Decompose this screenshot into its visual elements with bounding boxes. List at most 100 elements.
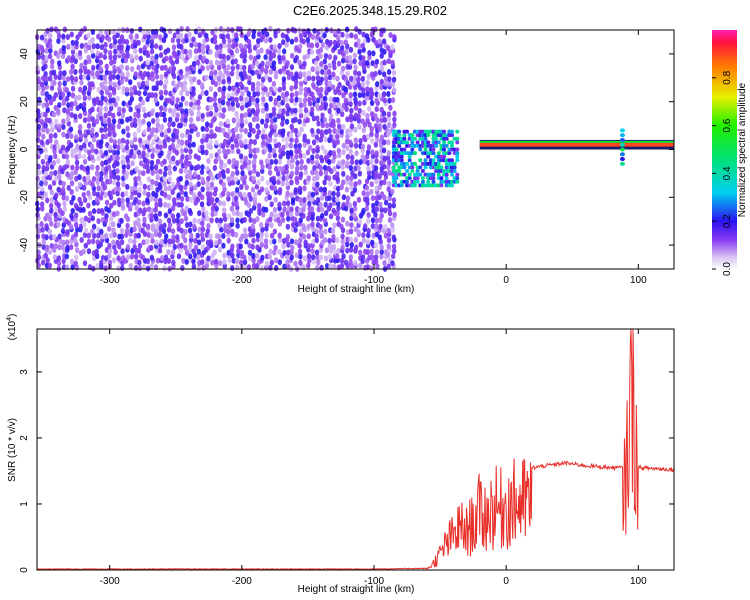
spectrogram-cell — [391, 69, 397, 76]
spectrogram-cell — [106, 36, 112, 43]
spectrogram-cell — [302, 60, 307, 67]
spectrogram-cell — [277, 232, 282, 239]
spectrogram-cell — [185, 26, 190, 33]
spectrogram-cell — [260, 226, 265, 233]
spectrogram-cell — [328, 149, 333, 156]
spectrogram-cell — [273, 213, 279, 220]
spectrogram-cell — [343, 39, 349, 46]
spectrogram-cell — [235, 121, 241, 128]
spectrogram-cell — [385, 154, 391, 161]
spectrogram-cell — [303, 169, 309, 176]
spectrogram-cell — [189, 41, 194, 48]
spectrogram-cell — [364, 33, 370, 40]
spectrogram-cell — [166, 97, 172, 104]
spectrogram-cell — [374, 58, 380, 65]
spectrogram-cell — [326, 165, 332, 172]
spectrogram-cell — [149, 48, 155, 55]
spectrogram-cell — [247, 107, 252, 114]
spectrogram-cell — [218, 121, 224, 128]
spectrogram-cell — [391, 197, 397, 204]
spectrogram-cell — [159, 150, 164, 157]
spectrogram-cell — [348, 148, 353, 155]
spectrogram-cell — [73, 212, 79, 219]
spectrogram-cell — [390, 226, 396, 233]
spectrogram-cell — [103, 126, 108, 133]
spectrogram-cell — [132, 85, 137, 92]
spectrogram-cell — [47, 117, 52, 124]
spectrogram-cell — [142, 207, 147, 214]
spectrogram-cell — [288, 132, 294, 139]
spectrogram-cell — [256, 129, 262, 136]
spectrogram-cell — [81, 221, 87, 228]
spectrogram-cell — [319, 154, 324, 161]
spectrogram-cell — [188, 221, 193, 228]
spectrogram-cell — [318, 165, 324, 172]
spectrogram-cell — [455, 176, 460, 181]
spectrogram-cell — [146, 33, 151, 40]
spectrogram-cell — [319, 129, 324, 136]
spectrogram-cell — [66, 43, 71, 50]
spectrogram-cell — [191, 96, 196, 103]
spectrogram-cell — [100, 165, 106, 172]
spectrogram-cell — [70, 85, 76, 92]
spectrogram-cell — [99, 81, 104, 88]
spectrogram-cell — [82, 158, 88, 165]
spectrogram-cell — [230, 105, 236, 112]
spectrogram-cell — [112, 139, 118, 146]
spectrogram-cell — [112, 173, 117, 180]
spectrogram-cell — [41, 164, 46, 171]
spectrogram-cell — [81, 105, 87, 112]
spectrogram-cell — [174, 149, 180, 156]
spectrogram-cell — [269, 44, 274, 51]
spectrogram-cell — [145, 50, 150, 57]
spectrogram-cell — [226, 76, 232, 83]
spectrogram-cell — [145, 163, 150, 170]
spectrogram-cell — [79, 236, 84, 243]
spectrogram-cell — [348, 236, 354, 243]
spectrogram-cell — [56, 260, 62, 267]
spectrogram-cell — [39, 201, 45, 208]
spectrogram-cell — [208, 104, 214, 111]
spectrogram-cell — [225, 228, 231, 235]
spectrogram-cell — [418, 147, 423, 152]
spectrogram-cell — [276, 27, 281, 34]
spectrogram-cell — [306, 253, 312, 260]
spectrogram-cell — [386, 111, 392, 118]
spectrogram-cell — [43, 252, 49, 259]
spectrogram-cell — [124, 144, 130, 151]
spectrogram-cell — [172, 165, 178, 172]
spectrogram-cell — [129, 253, 135, 260]
spectrogram-cell — [294, 210, 300, 217]
spectrogram-cell — [268, 264, 273, 271]
spectrogram-cell — [116, 255, 121, 262]
spectrogram-cell — [95, 43, 100, 50]
spectrogram-cell — [167, 164, 172, 171]
spectrogram-cell — [108, 105, 114, 112]
spectrogram-cell — [360, 254, 366, 261]
spectrogram-cell — [247, 143, 252, 150]
spectrogram-cell — [65, 76, 71, 83]
spectrogram-cell — [320, 122, 325, 129]
spectrogram-cell — [43, 63, 48, 70]
spectrogram-cell — [175, 234, 180, 241]
spectrogram-cell — [354, 26, 359, 33]
spectrogram-cell — [423, 165, 428, 170]
spectrogram-cell — [104, 69, 110, 76]
spectrogram-cell — [382, 116, 388, 123]
spectrogram-cell — [442, 140, 447, 145]
spectrogram-cell — [434, 136, 439, 141]
spectrogram-cell — [214, 59, 220, 66]
spectrogram-cell — [126, 163, 131, 170]
spectrogram-cell — [149, 92, 155, 99]
spectrogram-cell — [57, 173, 62, 180]
spectrogram-cell — [390, 44, 395, 51]
spectrogram-cell — [204, 32, 209, 39]
spectrogram-cell — [187, 207, 193, 214]
spectrogram-cell — [90, 116, 96, 123]
spectrogram-cell — [64, 253, 70, 260]
top-x-ticks: -300 -200 -100 0 100 — [100, 30, 647, 286]
spectrogram-cell — [82, 117, 88, 124]
spectrogram-cell — [103, 265, 108, 272]
spectrogram-cell — [344, 48, 349, 55]
spectrogram-cell — [216, 64, 222, 71]
